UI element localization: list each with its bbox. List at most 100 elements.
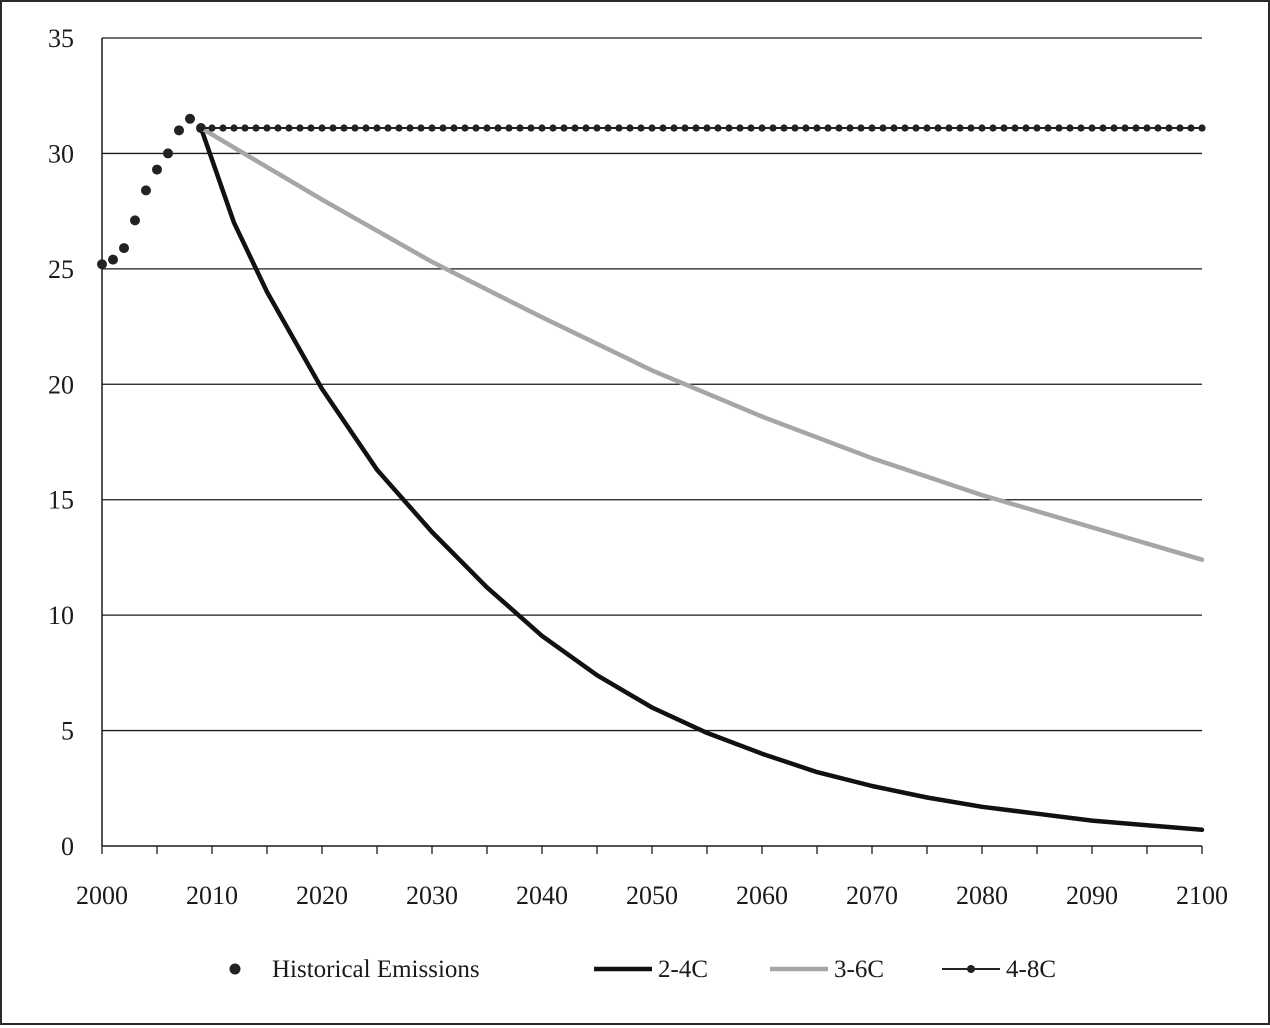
legend: Historical Emissions 2-4C 3-6C 4-8C	[229, 956, 1056, 983]
legend-item-2-4c: 2-4C	[594, 956, 708, 983]
data-point	[208, 124, 216, 132]
data-point	[406, 124, 414, 132]
y-tick-label-35: 35	[48, 24, 74, 53]
data-point	[615, 124, 623, 132]
data-point	[780, 124, 788, 132]
data-point	[1154, 124, 1162, 132]
series-2-4c	[198, 125, 1205, 833]
data-point	[670, 124, 678, 132]
legend-label: 3-6C	[834, 956, 884, 983]
data-point	[285, 124, 293, 132]
data-point	[1033, 124, 1041, 132]
data-point	[791, 124, 799, 132]
data-point	[318, 124, 326, 132]
data-point	[494, 124, 502, 132]
data-point	[174, 125, 184, 136]
data-point	[351, 124, 359, 132]
data-point	[681, 124, 689, 132]
data-point	[439, 124, 447, 132]
data-point	[130, 215, 140, 226]
data-point	[659, 124, 667, 132]
data-point	[1022, 124, 1030, 132]
legend-label: 4-8C	[1006, 956, 1056, 983]
data-point	[835, 124, 843, 132]
data-point	[912, 124, 920, 132]
data-point	[141, 185, 151, 196]
data-point	[307, 124, 315, 132]
y-tick-label-5: 5	[61, 717, 74, 746]
data-point	[846, 124, 854, 132]
data-point	[483, 124, 491, 132]
data-point	[604, 124, 612, 132]
legend-item-historical-emissions: Historical Emissions	[229, 956, 480, 983]
data-point	[1110, 124, 1118, 132]
data-point	[450, 124, 458, 132]
data-point	[1077, 124, 1085, 132]
data-point	[1143, 124, 1151, 132]
legend-label: Historical Emissions	[272, 956, 480, 983]
legend-item-4-8c: 4-8C	[942, 956, 1056, 983]
data-point	[384, 124, 392, 132]
series-line	[198, 125, 1205, 833]
data-point	[868, 124, 876, 132]
data-point	[373, 124, 381, 132]
data-point	[1187, 124, 1195, 132]
data-point	[252, 124, 260, 132]
data-point	[1088, 124, 1096, 132]
data-point	[505, 124, 513, 132]
data-point	[296, 124, 304, 132]
data-point	[1055, 124, 1063, 132]
data-point	[758, 124, 766, 132]
data-point	[1198, 124, 1206, 132]
data-point	[1176, 124, 1184, 132]
data-point	[978, 124, 986, 132]
data-point	[152, 164, 162, 175]
data-point	[527, 124, 535, 132]
x-tick-label-2030: 2030	[406, 881, 458, 910]
y-tick-label-25: 25	[48, 255, 74, 284]
x-tick-label-2100: 2100	[1176, 881, 1228, 910]
data-point	[219, 124, 227, 132]
legend-label: 2-4C	[658, 956, 708, 983]
legend-marker	[967, 965, 975, 973]
data-point	[428, 124, 436, 132]
data-point	[901, 124, 909, 132]
data-point	[230, 124, 238, 132]
data-point	[857, 124, 865, 132]
data-point	[648, 124, 656, 132]
data-point	[1044, 124, 1052, 132]
data-point	[1066, 124, 1074, 132]
data-point	[185, 113, 195, 124]
series-group	[97, 113, 1206, 833]
x-tick-label-2040: 2040	[516, 881, 568, 910]
data-point	[1000, 124, 1008, 132]
data-point	[813, 124, 821, 132]
data-point	[703, 124, 711, 132]
data-point	[340, 124, 348, 132]
data-point	[119, 243, 129, 254]
series-3-6c	[198, 125, 1205, 562]
data-point	[934, 124, 942, 132]
axes	[101, 38, 1203, 854]
data-point	[956, 124, 964, 132]
data-point	[329, 124, 337, 132]
data-point	[538, 124, 546, 132]
x-tick-label-2000: 2000	[76, 881, 128, 910]
data-point	[1132, 124, 1140, 132]
data-point	[923, 124, 931, 132]
data-point	[725, 124, 733, 132]
data-point	[516, 124, 524, 132]
data-point	[461, 124, 469, 132]
data-point	[890, 124, 898, 132]
y-tick-label-0: 0	[61, 832, 74, 861]
data-point	[197, 124, 205, 132]
data-point	[692, 124, 700, 132]
series-line	[198, 125, 1205, 562]
x-tick-label-2070: 2070	[846, 881, 898, 910]
series-4-8c	[197, 124, 1206, 132]
y-tick-label-15: 15	[48, 486, 74, 515]
data-point	[967, 124, 975, 132]
x-tick-label-2010: 2010	[186, 881, 238, 910]
data-point	[1099, 124, 1107, 132]
